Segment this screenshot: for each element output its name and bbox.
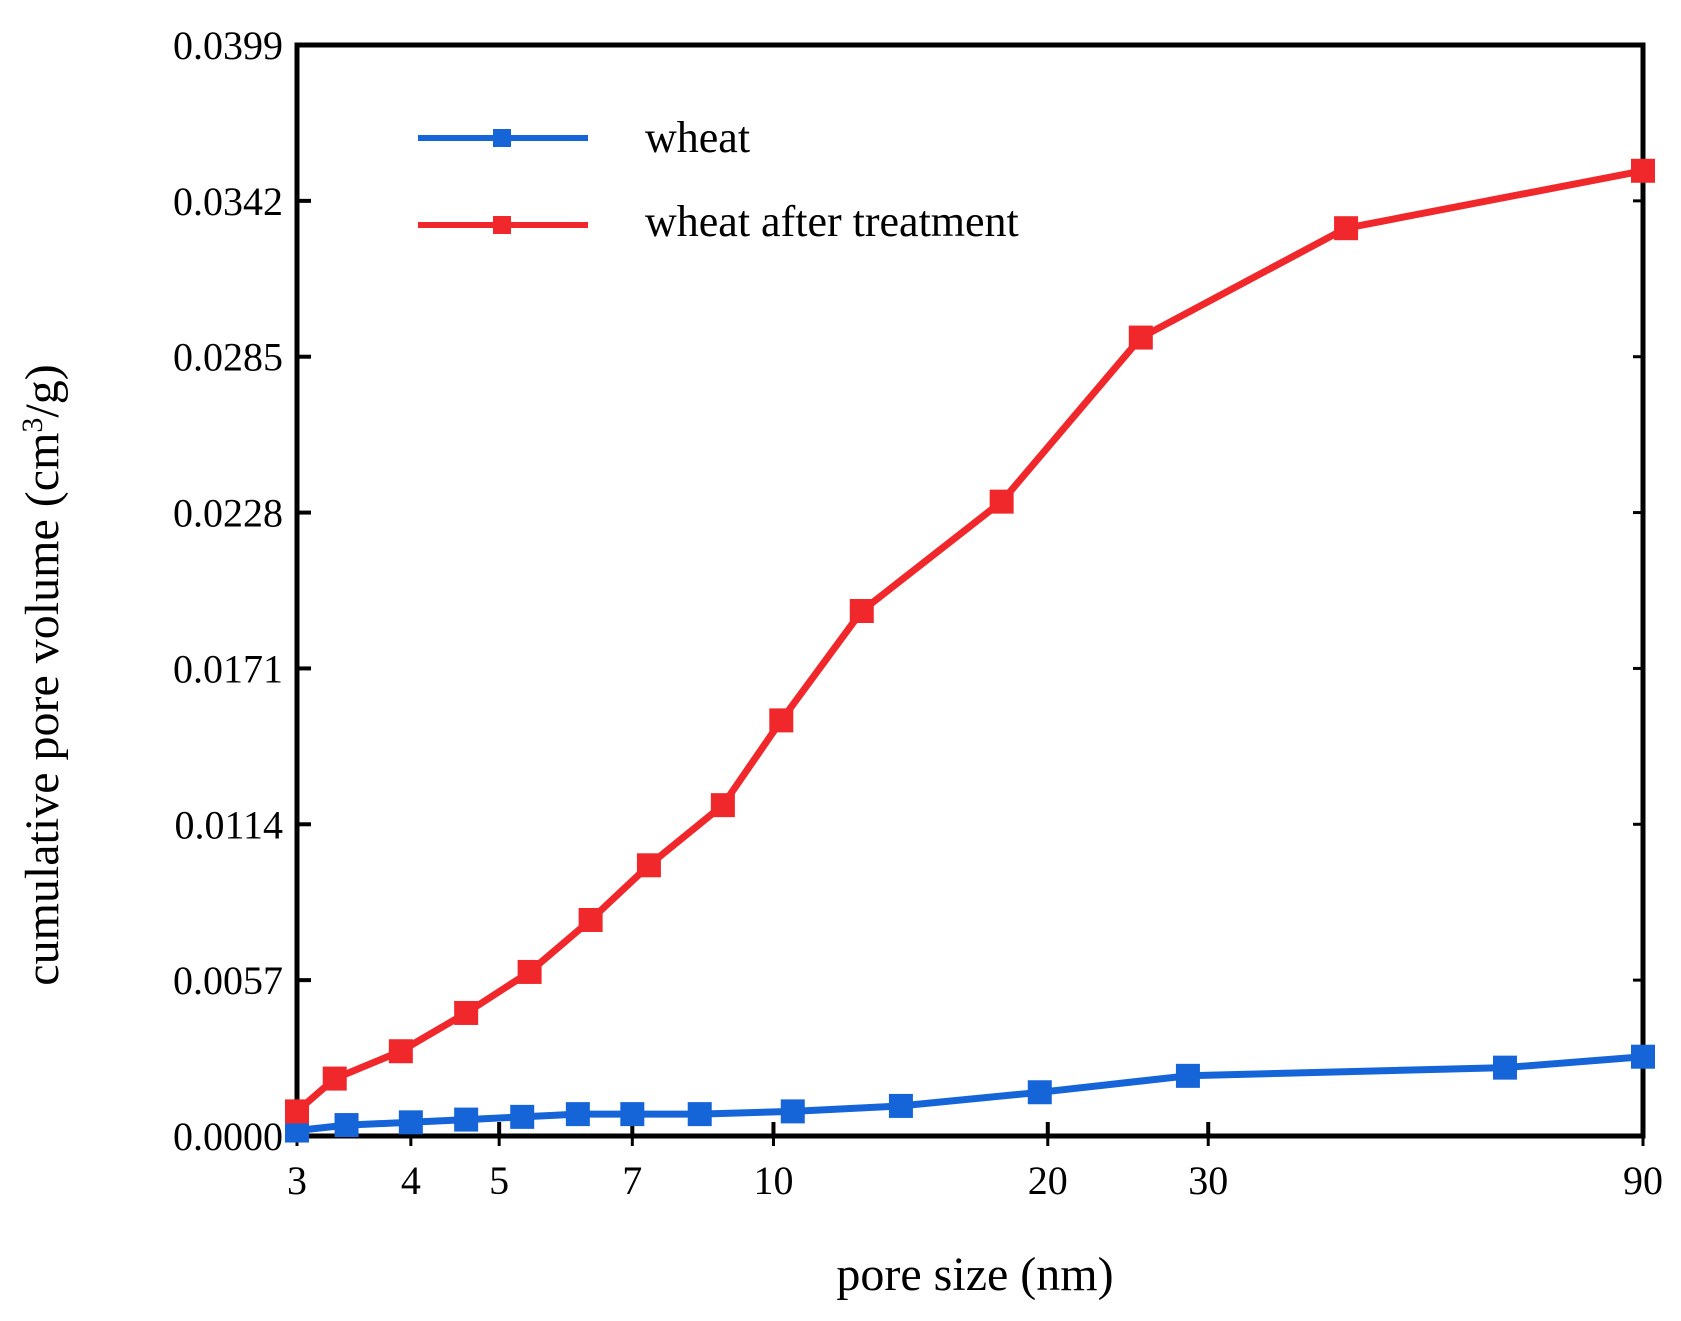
legend: wheat wheat after treatment	[418, 113, 1019, 246]
y-tick-label: 0.0171	[173, 646, 283, 691]
data-point-wheat-after-treatment	[849, 599, 874, 624]
data-point-wheat	[687, 1102, 712, 1127]
y-tick-label: 0.0228	[173, 491, 283, 536]
x-axis-title: pore size (nm)	[836, 1248, 1113, 1301]
x-axis: 3 4 5 7 10 20 30 90	[287, 1122, 1663, 1203]
y-axis-title-sup: 3	[16, 418, 49, 433]
data-point-wheat	[334, 1113, 359, 1138]
x-tick-label: 4	[401, 1158, 421, 1203]
data-point-wheat	[1027, 1080, 1052, 1105]
data-point-wheat-after-treatment	[1631, 158, 1655, 183]
data-point-wheat	[565, 1102, 590, 1127]
y-tick-label: 0.0399	[173, 23, 283, 68]
data-point-wheat-after-treatment	[989, 489, 1014, 514]
x-tick-label: 90	[1623, 1158, 1663, 1203]
data-point-wheat	[1631, 1044, 1655, 1069]
legend-marker-wheat-after-treatment	[493, 216, 511, 234]
data-point-wheat	[620, 1102, 645, 1127]
plot-frame	[294, 42, 1646, 1139]
data-point-wheat	[398, 1110, 423, 1135]
y-axis-title: cumulative pore volume (cm3/g)	[16, 364, 70, 985]
data-point-wheat-after-treatment	[322, 1066, 347, 1091]
y-tick-label: 0.0285	[173, 335, 283, 380]
data-point-wheat	[454, 1107, 479, 1132]
data-point-wheat-after-treatment	[1334, 216, 1359, 241]
data-point-wheat-after-treatment	[1128, 325, 1153, 350]
x-tick-label: 20	[1028, 1158, 1068, 1203]
data-point-wheat	[510, 1104, 535, 1129]
legend-marker-wheat	[493, 129, 511, 147]
x-tick-label: 5	[489, 1158, 509, 1203]
x-tick-label: 30	[1188, 1158, 1228, 1203]
series-group	[285, 158, 1655, 1143]
legend-label-wheat: wheat	[645, 113, 750, 162]
data-point-wheat-after-treatment	[769, 708, 794, 733]
data-point-wheat-after-treatment	[636, 853, 661, 878]
y-axis-title-suffix: /g)	[16, 364, 69, 417]
data-point-wheat-after-treatment	[578, 907, 603, 932]
y-tick-label: 0.0057	[173, 958, 283, 1003]
data-point-wheat	[1175, 1063, 1200, 1088]
legend-label-wheat-after-treatment: wheat after treatment	[645, 197, 1019, 246]
data-point-wheat-after-treatment	[710, 793, 735, 818]
y-axis: 0.0000 0.0057 0.0114 0.0171 0.0228 0.0285 0.03…	[173, 23, 1643, 1159]
data-point-wheat	[780, 1099, 805, 1124]
y-tick-label: 0.0342	[173, 179, 283, 224]
x-tick-label: 7	[622, 1158, 642, 1203]
series-line-wheat	[293, 1053, 1647, 1134]
plot-frame-rect	[294, 42, 1646, 1139]
data-point-wheat-after-treatment	[388, 1039, 413, 1064]
y-axis-title-prefix: cumulative pore volume (cm	[16, 433, 69, 986]
data-point-wheat-after-treatment	[454, 1000, 479, 1025]
y-tick-label: 0.0114	[174, 802, 283, 847]
y-tick-label: 0.0000	[173, 1114, 283, 1159]
series-wheat	[285, 1044, 1655, 1143]
data-point-wheat-after-treatment	[285, 1099, 309, 1124]
data-point-wheat-after-treatment	[517, 959, 542, 984]
x-tick-label: 3	[287, 1158, 307, 1203]
series-wheat-after-treatment	[285, 158, 1655, 1124]
data-point-wheat	[1492, 1055, 1517, 1080]
series-line-wheat-after-treatment	[293, 167, 1647, 1115]
x-tick-label: 10	[753, 1158, 793, 1203]
data-point-wheat	[888, 1093, 913, 1118]
